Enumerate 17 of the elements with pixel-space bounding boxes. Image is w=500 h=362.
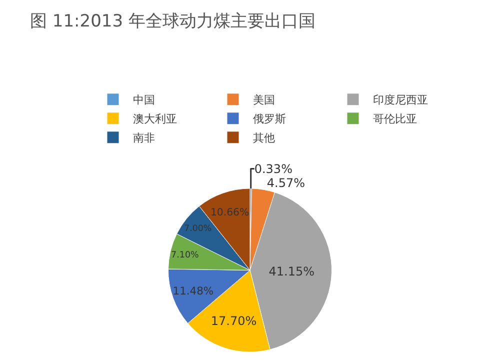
data-label: 41.15% [268, 264, 315, 278]
data-label: 7.00% [184, 224, 212, 234]
data-label: 11.48% [172, 284, 214, 298]
data-label: 7.10% [171, 250, 199, 260]
legend-label: 印度尼西亚 [373, 94, 428, 107]
legend-label: 俄罗斯 [253, 112, 286, 126]
data-label: 10.66% [210, 208, 250, 219]
legend-label: 哥伦比亚 [373, 112, 417, 126]
data-label: 17.70% [210, 314, 257, 328]
data-label: 4.57% [266, 176, 305, 190]
legend-label: 澳大利亚 [133, 112, 177, 126]
legend-label: 南非 [133, 132, 155, 145]
legend-label: 美国 [253, 94, 275, 107]
legend-label: 其他 [253, 132, 275, 145]
legend-label: 中国 [133, 94, 155, 107]
chart-title: 图 11:2013 年全球动力煤主要出口国 [30, 11, 316, 32]
data-label: 0.33% [254, 162, 292, 176]
